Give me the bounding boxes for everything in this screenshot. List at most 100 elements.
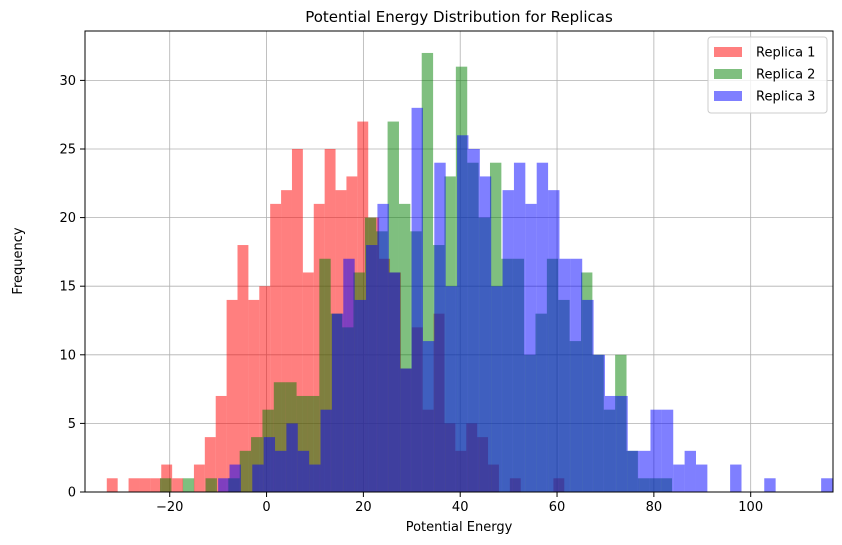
bar-replica-3 xyxy=(604,395,617,492)
bar-replica-3 xyxy=(229,464,241,492)
bar-replica-2 xyxy=(421,52,434,492)
bar-replica-3 xyxy=(627,450,640,492)
bar-replica-3 xyxy=(457,135,469,492)
bar-replica-3 xyxy=(366,245,378,492)
bar-replica-1 xyxy=(302,272,314,492)
legend-swatch-replica-3 xyxy=(714,91,742,101)
bar-replica-1 xyxy=(281,190,292,492)
bar-replica-3 xyxy=(331,313,344,492)
bar-replica-3 xyxy=(434,162,446,492)
bar-replica-3 xyxy=(593,354,605,492)
bar-replica-3 xyxy=(582,299,594,492)
bar-replica-3 xyxy=(263,437,276,492)
legend-label-replica-1: Replica 1 xyxy=(756,46,815,61)
bar-replica-1 xyxy=(215,395,227,492)
bar-replica-1 xyxy=(204,437,216,492)
y-tick-label: 5 xyxy=(68,417,76,432)
legend-swatch-replica-2 xyxy=(714,69,742,79)
bar-replica-1 xyxy=(193,464,205,492)
bar-replica-3 xyxy=(821,478,833,492)
bar-replica-2 xyxy=(307,395,320,492)
legend-label-replica-3: Replica 3 xyxy=(756,90,815,105)
bar-replica-1 xyxy=(248,299,260,492)
bar-replica-1 xyxy=(150,478,162,492)
bar-replica-3 xyxy=(650,409,662,492)
bar-replica-2 xyxy=(273,382,286,492)
y-tick-label: 10 xyxy=(59,348,76,363)
bar-replica-1 xyxy=(237,245,249,492)
bar-replica-3 xyxy=(411,107,423,492)
bar-replica-3 xyxy=(218,478,230,492)
bar-replica-3 xyxy=(661,409,674,492)
y-tick-label: 25 xyxy=(59,142,76,157)
legend-swatch-replica-1 xyxy=(714,47,742,57)
y-tick-label: 15 xyxy=(59,280,76,295)
bar-replica-1 xyxy=(226,299,238,492)
axes-frame xyxy=(84,30,834,493)
bar-replica-3 xyxy=(468,148,480,492)
bar-replica-2 xyxy=(182,478,195,492)
bar-replica-3 xyxy=(764,478,776,492)
bar-replica-3 xyxy=(616,395,628,492)
bar-replica-2 xyxy=(398,203,411,492)
chart-title: Potential Energy Distribution for Replic… xyxy=(305,8,613,26)
bar-replica-3 xyxy=(730,464,742,492)
y-tick-label: 0 xyxy=(68,486,76,501)
bar-replica-1 xyxy=(128,478,140,492)
bar-replica-3 xyxy=(422,341,435,492)
bar-replica-3 xyxy=(502,190,514,492)
bar-replica-3 xyxy=(343,258,355,492)
y-tick-label: 20 xyxy=(59,211,76,226)
bar-replica-3 xyxy=(400,368,412,492)
bar-replica-3 xyxy=(525,203,537,492)
bar-replica-1 xyxy=(139,478,151,492)
y-tick-label: 30 xyxy=(59,74,76,89)
bar-replica-1 xyxy=(313,203,325,492)
bar-replica-1 xyxy=(106,478,118,492)
bar-replica-3 xyxy=(639,450,651,492)
bar-replica-3 xyxy=(320,409,332,492)
bar-replica-3 xyxy=(479,176,492,493)
bar-replica-3 xyxy=(513,162,526,492)
x-tick-label: 40 xyxy=(452,500,469,515)
bar-replica-3 xyxy=(684,450,696,492)
x-tick-label: 100 xyxy=(738,500,763,515)
x-tick-label: 60 xyxy=(549,500,566,515)
x-tick-label: 0 xyxy=(262,500,270,515)
bar-replica-3 xyxy=(252,464,264,492)
bar-replica-2 xyxy=(296,395,308,492)
bar-replica-3 xyxy=(286,423,298,492)
legend-label-replica-2: Replica 2 xyxy=(756,68,815,83)
bar-replica-3 xyxy=(275,450,287,492)
bar-replica-3 xyxy=(695,464,708,492)
bar-replica-3 xyxy=(309,464,321,492)
bar-replica-3 xyxy=(445,286,458,492)
bar-replica-3 xyxy=(354,299,367,492)
bar-replica-3 xyxy=(297,450,310,492)
bar-replica-3 xyxy=(491,286,503,492)
legend: Replica 1 Replica 2 Replica 3 xyxy=(707,36,828,114)
bar-replica-3 xyxy=(673,464,685,492)
bar-replica-2 xyxy=(160,478,172,492)
bar-replica-3 xyxy=(377,203,389,492)
bar-replica-1 xyxy=(291,148,303,492)
bar-replica-2 xyxy=(239,450,252,492)
x-tick-label: −20 xyxy=(156,500,183,515)
x-tick-label: 20 xyxy=(355,500,372,515)
ticks: −20 0 20 40 60 80 100 0 5 10 15 20 25 30 xyxy=(59,74,763,515)
bar-replica-2 xyxy=(205,478,217,492)
x-axis-label: Potential Energy xyxy=(406,520,513,535)
x-tick-label: 80 xyxy=(646,500,663,515)
bar-replica-3 xyxy=(548,190,560,492)
bar-replica-3 xyxy=(559,258,571,492)
bar-replica-1 xyxy=(259,286,271,492)
bar-replica-1 xyxy=(172,478,184,492)
bar-replica-2 xyxy=(319,258,331,492)
y-axis-label: Frequency xyxy=(11,227,26,294)
bar-replica-3 xyxy=(536,162,549,492)
bar-replica-3 xyxy=(570,258,583,492)
bar-replica-1 xyxy=(270,203,282,492)
bars xyxy=(106,52,833,493)
bar-replica-3 xyxy=(388,272,401,492)
